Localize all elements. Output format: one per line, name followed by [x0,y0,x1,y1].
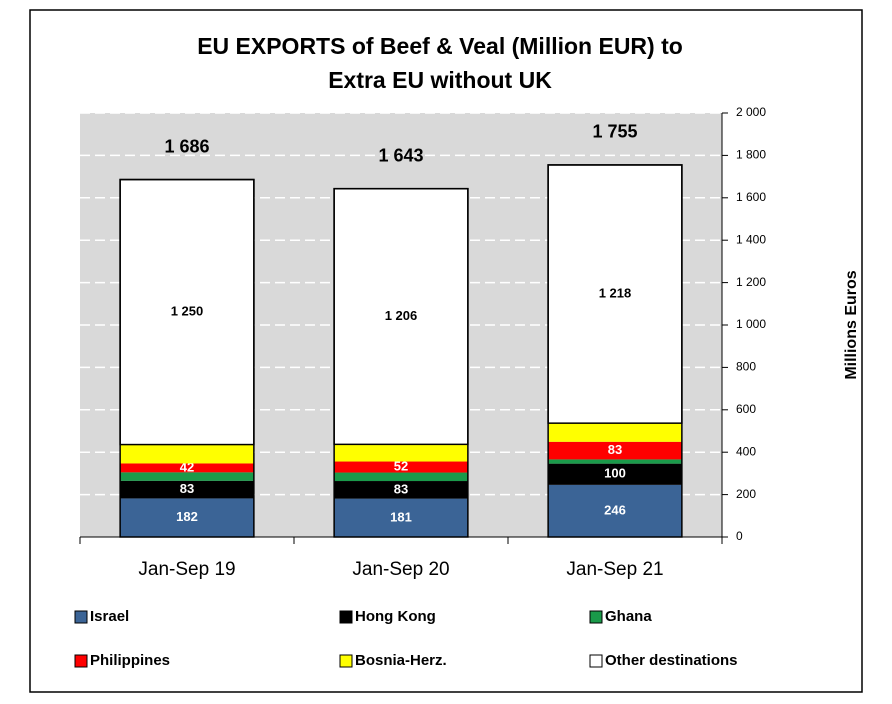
y-tick-label: 1 600 [736,190,766,204]
bar-segment [334,472,468,482]
data-label: 52 [394,458,408,473]
legend-label: Philippines [90,652,170,669]
legend-label: Other destinations [605,652,738,669]
total-label: 1 643 [378,145,423,165]
bar-segment [120,444,254,464]
data-label: 246 [604,502,626,517]
bar-segment [548,463,682,485]
bar-segment [334,444,468,462]
y-tick-label: 2 000 [736,105,766,119]
y-tick-label: 200 [736,487,756,501]
y-tick-label: 1 800 [736,148,766,162]
y-tick-label: 1 400 [736,232,766,246]
bar-segment [334,461,468,473]
y-tick-label: 800 [736,360,756,374]
total-label: 1 755 [592,122,637,142]
bar-segment [120,480,254,499]
x-tick-label: Jan-Sep 20 [352,559,449,580]
bar-segment [548,441,682,460]
bar-segment [120,463,254,473]
bar-segment [120,472,254,481]
legend-swatch [589,654,603,668]
bar-segment [333,187,469,446]
data-label: 83 [608,442,622,457]
y-tick-label: 600 [736,402,756,416]
legend-label: Israel [90,608,129,625]
bar-segment [548,459,682,464]
data-label: 181 [390,509,412,524]
y-axis-label: Millions Euros [843,270,860,379]
y-tick-label: 1 200 [736,275,766,289]
legend-swatch [339,654,353,668]
bar-outline [333,187,469,538]
x-tick-label: Jan-Sep 19 [138,559,235,580]
bar-segment [547,164,683,424]
legend-label: Ghana [605,608,652,625]
legend-swatch [74,610,88,624]
data-label: 83 [394,481,408,496]
data-label: 182 [176,509,198,524]
bar-segment [334,481,468,499]
legend-label: Bosnia-Herz. [355,652,447,669]
bar-outline [119,178,255,538]
data-label: 100 [604,466,626,481]
data-label: 1 206 [385,308,418,323]
data-label: 1 250 [171,304,204,319]
legend-label: Hong Kong [355,608,436,625]
bar-segment [548,484,682,537]
bar-segment [119,178,255,446]
bar-outline [547,164,683,538]
y-tick-label: 0 [736,529,743,543]
legend-swatch [589,610,603,624]
legend-swatch [74,654,88,668]
chart-title: EU EXPORTS of Beef & Veal (Million EUR) … [197,33,683,59]
x-tick-label: Jan-Sep 21 [566,559,663,580]
legend-swatch [339,610,353,624]
chart-title: Extra EU without UK [328,67,552,93]
data-label: 1 218 [599,285,632,300]
y-tick-label: 400 [736,444,756,458]
bar-segment [548,423,682,442]
y-tick-label: 1 000 [736,317,766,331]
bar-segment [334,498,468,537]
bar-segment [120,498,254,537]
data-label: 83 [180,481,194,496]
total-label: 1 686 [164,136,209,156]
